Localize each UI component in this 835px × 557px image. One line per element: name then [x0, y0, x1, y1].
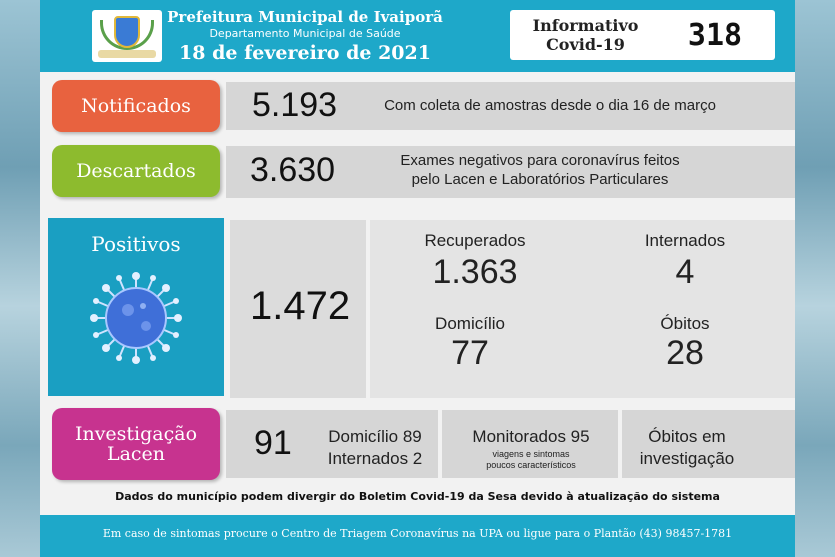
bulletin-label: Informativo Covid-19 [532, 16, 639, 54]
obitos-investigacao-2: investigação [639, 449, 735, 468]
header-subtitle: Departamento Municipal de Saúde [209, 27, 401, 40]
obitos-investigacao-1: Óbitos em [648, 427, 726, 446]
domicilio-label: Domicílio [435, 314, 505, 333]
obitos-investigacao-box [622, 410, 795, 478]
disclaimer-note: Dados do município podem divergir do Bol… [115, 490, 720, 503]
right-blurred-border [795, 0, 835, 557]
obitos-value: 28 [666, 334, 704, 372]
investigacao-value: 91 [254, 424, 292, 462]
internados-value: 4 [675, 253, 695, 291]
domicilio-value: 77 [451, 334, 489, 372]
recuperados-label: Recuperados [424, 231, 526, 250]
investigacao-label-2: Lacen [106, 443, 166, 465]
descartados-description-2: pelo Lacen e Laboratórios Particulares [411, 171, 669, 188]
monitorados-note-2: poucos característicos [486, 460, 576, 470]
notificados-description: Com coleta de amostras desde o dia 16 de… [384, 97, 716, 114]
coronavirus-icon [90, 272, 182, 364]
obitos-label: Óbitos [660, 314, 710, 333]
notificados-label: Notificados [52, 80, 220, 132]
descartados-description-1: Exames negativos para coronavírus feitos [400, 152, 680, 169]
monitorados-box [442, 410, 618, 478]
investigacao-main-box [226, 410, 438, 478]
header-date: 18 de fevereiro de 2021 [179, 42, 431, 64]
notificados-bar [226, 82, 795, 130]
municipal-crest-icon [92, 10, 162, 62]
positivos-total-box [230, 220, 366, 398]
positivos-label: Positivos [91, 232, 181, 256]
left-blurred-border [0, 0, 40, 557]
notificados-value: 5.193 [252, 86, 338, 124]
monitorados-note-1: viagens e sintomas [492, 449, 570, 459]
header: Prefeitura Municipal de Ivaiporã Departa… [40, 0, 795, 72]
internados-label: Internados [644, 231, 726, 250]
footer-contact: Em caso de sintomas procure o Centro de … [102, 527, 733, 540]
descartados-bar [226, 146, 795, 198]
header-title: Prefeitura Municipal de Ivaiporã [167, 8, 443, 26]
covid-bulletin: Prefeitura Municipal de Ivaiporã Departa… [40, 0, 795, 557]
footer-bar: Em caso de sintomas procure o Centro de … [40, 515, 795, 557]
positivos-panel: Positivos [48, 218, 224, 396]
positivos-breakdown [370, 220, 795, 398]
investigacao-label: Investigação Lacen [52, 408, 220, 480]
investigacao-domicilio: Domicílio 89 [328, 427, 422, 446]
recuperados-value: 1.363 [432, 253, 518, 291]
descartados-label: Descartados [52, 145, 220, 197]
investigacao-internados: Internados 2 [327, 449, 423, 468]
bulletin-info-box: Informativo Covid-19 318 [510, 10, 775, 60]
positivos-value: 1.472 [250, 284, 351, 328]
descartados-value: 3.630 [250, 151, 336, 189]
monitorados-value: Monitorados 95 [472, 427, 590, 446]
bulletin-number: 318 [687, 18, 743, 53]
investigacao-label-1: Investigação [74, 423, 198, 445]
